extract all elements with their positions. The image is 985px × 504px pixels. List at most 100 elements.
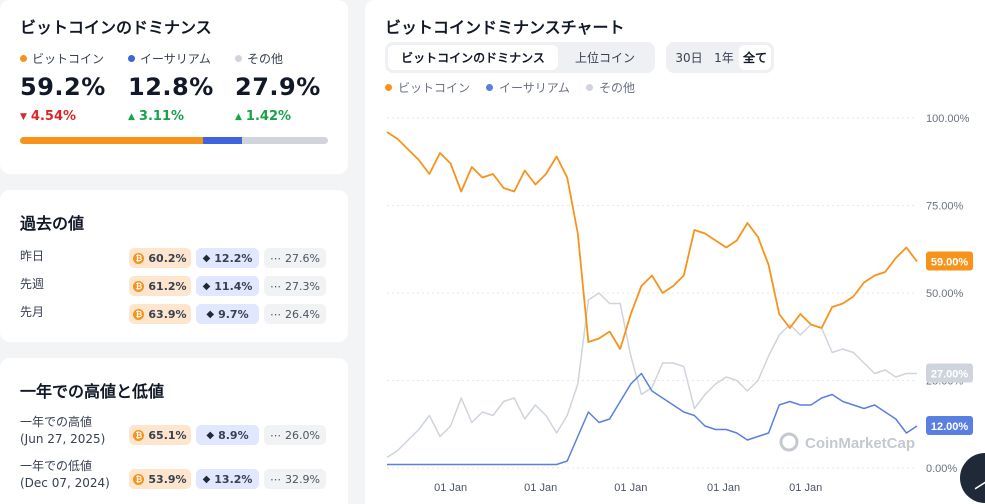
- historical-card: 過去の値 昨日 ₿ 60.2% ◆ 12.2% ⋯ 27.6% 先週 ₿ 61.2% ◆…: [0, 190, 348, 342]
- ellipsis-icon: ⋯: [270, 307, 282, 321]
- row-label-yesterday: 昨日: [20, 249, 45, 263]
- historical-row: ₿ 60.2% ◆ 12.2% ⋯ 27.6%: [129, 248, 326, 268]
- eth-value: 12.8%: [128, 73, 214, 101]
- dominance-bar-btc: [20, 137, 203, 144]
- other-pill: ⋯ 27.3%: [264, 276, 326, 296]
- btc-pill-value: 53.9%: [148, 472, 187, 486]
- year-low-text: 一年での低値: [20, 459, 93, 473]
- eth-pill-value: 13.2%: [214, 472, 253, 486]
- other-pill: ⋯ 26.4%: [264, 304, 326, 324]
- y-tick-label: 75.00%: [926, 201, 964, 213]
- legend-label-btc: ビットコイン: [398, 81, 471, 95]
- btc-pill-value: 60.2%: [148, 251, 187, 265]
- historical-row: ₿ 63.9% ◆ 9.7% ⋯ 26.4%: [129, 304, 326, 324]
- btc-change: 4.54%: [30, 109, 77, 124]
- coinmarketcap-logo-icon: [779, 432, 799, 452]
- ellipsis-icon: ⋯: [270, 279, 282, 293]
- ellipsis-icon: ⋯: [270, 428, 282, 442]
- btc-pill-value: 61.2%: [148, 279, 187, 293]
- year-high-label: 一年での高値 (Jun 27, 2025): [20, 414, 105, 448]
- legend-item-other[interactable]: その他: [585, 79, 635, 96]
- btc-dominance: ビットコイン 59.2% ▼ 4.54%: [20, 50, 106, 124]
- btc-pill: ₿ 61.2%: [129, 276, 191, 296]
- caret-down-icon: ▼: [20, 111, 27, 122]
- chart-card: ビットコインドミナンスチャート ビットコインのドミナンス 上位コイン 30日 1…: [365, 0, 985, 504]
- legend-dot-icon: [486, 84, 494, 91]
- btc-value: 59.2%: [20, 73, 106, 101]
- svg-text:12.00%: 12.00%: [931, 421, 969, 433]
- range-30d[interactable]: 30日: [675, 51, 703, 65]
- dominance-line-chart[interactable]: CoinMarketCap 100.00%75.00%50.00%25.00%0…: [365, 0, 985, 504]
- legend-item-eth[interactable]: イーサリアム: [486, 79, 570, 96]
- y-tick-label: 0.00%: [926, 463, 957, 475]
- btc-pill: ₿ 65.1%: [129, 425, 191, 445]
- year-high-text: 一年での高値: [20, 415, 93, 429]
- eth-pill-value: 8.9%: [218, 428, 249, 442]
- legend-dot-icon: [585, 84, 593, 91]
- year-low-row: ₿ 53.9% ◆ 13.2% ⋯ 32.9%: [129, 469, 326, 489]
- year-low-date: (Dec 07, 2024): [20, 476, 110, 490]
- bitcoin-icon: ₿: [133, 252, 145, 264]
- eth-pill: ◆ 11.4%: [196, 276, 259, 296]
- btc-pill-value: 65.1%: [148, 428, 187, 442]
- series-line-eth[interactable]: [387, 372, 918, 466]
- eth-pill-value: 12.2%: [214, 251, 253, 265]
- eth-label: イーサリアム: [140, 52, 211, 66]
- end-label-eth: 12.00%: [926, 416, 973, 435]
- row-label-last-week: 先週: [20, 277, 45, 291]
- svg-text:27.00%: 27.00%: [931, 369, 969, 381]
- eth-pill-value: 9.7%: [218, 307, 249, 321]
- ellipsis-icon: ⋯: [270, 472, 282, 486]
- other-change: 1.42%: [245, 109, 292, 124]
- legend-item-btc[interactable]: ビットコイン: [385, 79, 470, 96]
- ellipsis-icon: ⋯: [270, 251, 282, 265]
- legend-label-other: その他: [598, 81, 635, 95]
- btc-pill: ₿ 60.2%: [129, 248, 191, 268]
- x-tick-label: 01 Jan: [434, 482, 467, 494]
- bitcoin-icon: ₿: [133, 429, 145, 441]
- year-low-label: 一年での低値 (Dec 07, 2024): [20, 458, 110, 492]
- range-1y[interactable]: 1年: [714, 51, 734, 65]
- btc-pill-value: 63.9%: [148, 307, 187, 321]
- ethereum-icon: ◆: [202, 473, 211, 485]
- tab-top-coins[interactable]: 上位コイン: [574, 51, 635, 65]
- other-label: その他: [247, 52, 284, 66]
- other-dot-icon: [235, 55, 242, 62]
- eth-pill: ◆ 9.7%: [196, 304, 259, 324]
- legend-label-eth: イーサリアム: [499, 81, 570, 95]
- tab-btc-dominance[interactable]: ビットコインのドミナンス: [388, 45, 558, 70]
- eth-dot-icon: [128, 55, 135, 62]
- year-high-date: (Jun 27, 2025): [20, 432, 106, 446]
- ethereum-icon: ◆: [206, 308, 215, 320]
- dominance-bar: [20, 137, 328, 144]
- watermark-text: CoinMarketCap: [805, 435, 915, 452]
- eth-pill: ◆ 12.2%: [196, 248, 259, 268]
- eth-change: 3.11%: [138, 109, 185, 124]
- svg-text:59.00%: 59.00%: [931, 257, 969, 269]
- bitcoin-icon: ₿: [133, 473, 145, 485]
- other-pill-value: 27.3%: [285, 279, 320, 293]
- x-tick-label: 01 Jan: [614, 482, 647, 494]
- end-label-btc: 59.00%: [926, 251, 973, 271]
- series-line-other[interactable]: [386, 292, 917, 459]
- y-tick-label: 100.00%: [926, 113, 970, 125]
- y-tick-label: 50.00%: [926, 288, 964, 300]
- series-line-btc[interactable]: [386, 131, 918, 350]
- x-tick-label: 01 Jan: [789, 482, 822, 494]
- other-pill-value: 26.4%: [285, 307, 320, 321]
- btc-label: ビットコイン: [32, 52, 105, 66]
- range-all[interactable]: 全て: [739, 45, 771, 70]
- eth-pill: ◆ 8.9%: [196, 425, 259, 445]
- btc-pill: ₿ 53.9%: [129, 469, 191, 489]
- watermark: CoinMarketCap: [779, 432, 915, 452]
- dominance-title: ビットコインのドミナンス: [20, 18, 212, 37]
- chart-tab-group: ビットコインのドミナンス 上位コイン: [385, 42, 655, 73]
- other-pill: ⋯ 27.6%: [264, 248, 326, 268]
- other-pill-value: 32.9%: [285, 472, 320, 486]
- bitcoin-icon: ₿: [133, 308, 145, 320]
- eth-pill: ◆ 13.2%: [196, 469, 259, 489]
- caret-up-icon: ▲: [128, 111, 135, 122]
- end-label-other: 27.00%: [926, 363, 973, 383]
- other-pill-value: 26.0%: [285, 428, 320, 442]
- dominance-card: ビットコインのドミナンス ビットコイン 59.2% ▼ 4.54% イーサリアム …: [0, 0, 348, 174]
